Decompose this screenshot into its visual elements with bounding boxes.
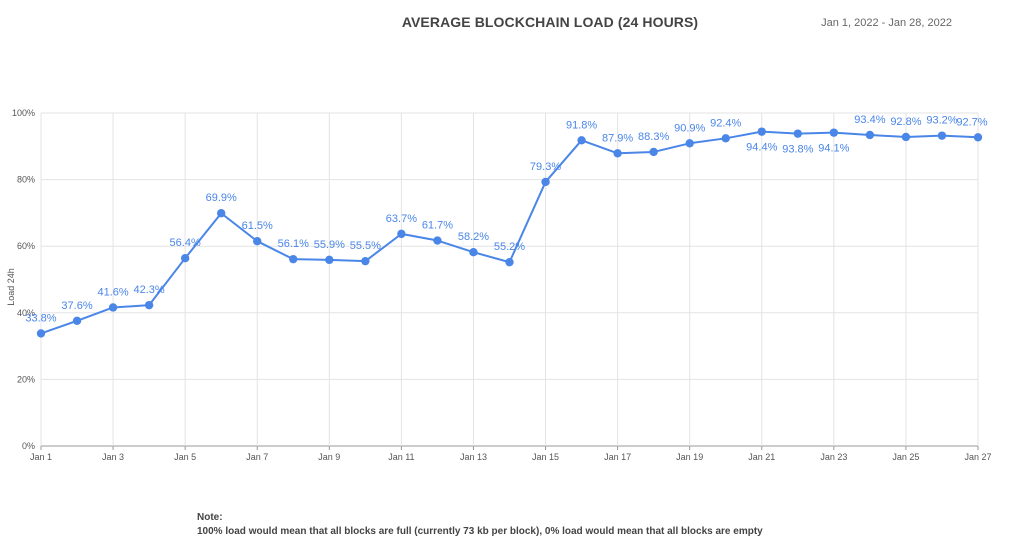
data-label: 79.3% <box>530 161 561 173</box>
data-point <box>144 300 154 310</box>
data-label: 93.2% <box>926 115 957 127</box>
data-label: 61.7% <box>422 220 453 232</box>
data-point <box>253 237 262 246</box>
x-tick-label: Jan 9 <box>318 452 340 462</box>
x-tick-label: Jan 27 <box>964 452 991 462</box>
note-heading: Note: <box>197 512 223 523</box>
data-point <box>72 316 82 325</box>
data-point <box>180 253 190 263</box>
data-label: 42.3% <box>134 284 165 296</box>
data-point <box>36 329 46 338</box>
x-tick-label: Jan 3 <box>102 452 124 462</box>
data-point <box>649 147 658 157</box>
y-tick-label: 100% <box>12 108 35 118</box>
x-tick-label: Jan 25 <box>892 452 919 462</box>
data-label: 93.8% <box>782 144 813 156</box>
data-point <box>721 134 730 143</box>
data-point <box>757 127 766 136</box>
data-point <box>397 229 406 239</box>
data-label: 87.9% <box>602 132 633 144</box>
data-point <box>541 177 550 187</box>
series-line <box>40 130 979 335</box>
line-chart: 0% 20% 40% 60% 80% 100% Jan 1 Jan 3 Jan 5 Jan 7 Ja… <box>12 108 992 462</box>
data-label: 94.1% <box>818 143 849 155</box>
data-label: 56.4% <box>170 237 201 249</box>
data-label: 55.2% <box>494 241 525 253</box>
y-tick-label: 0% <box>22 441 35 451</box>
data-point <box>216 209 226 218</box>
y-tick-label: 60% <box>17 241 35 251</box>
data-label: 33.8% <box>25 312 56 324</box>
data-label: 92.4% <box>710 117 741 129</box>
data-label: 56.1% <box>278 238 309 250</box>
data-point <box>289 254 298 264</box>
data-point <box>685 139 694 148</box>
data-point <box>793 129 803 138</box>
data-point <box>901 132 911 142</box>
data-point <box>829 128 839 137</box>
x-tick-label: Jan 19 <box>676 452 703 462</box>
data-point <box>108 303 118 312</box>
x-tick-label: Jan 7 <box>246 452 268 462</box>
data-label: 61.5% <box>242 220 273 232</box>
data-point <box>577 136 586 145</box>
data-label: 91.8% <box>566 119 597 131</box>
x-tick-label: Jan 23 <box>820 452 847 462</box>
date-range: Jan 1, 2022 - Jan 28, 2022 <box>821 17 952 29</box>
data-label: 90.9% <box>674 122 705 134</box>
data-label: 37.6% <box>61 300 92 312</box>
data-label: 88.3% <box>638 131 669 143</box>
data-point <box>973 133 983 142</box>
x-tick-label: Jan 13 <box>460 452 487 462</box>
data-label: 92.8% <box>890 116 921 128</box>
data-label: 93.4% <box>854 114 885 126</box>
x-tick-label: Jan 17 <box>604 452 631 462</box>
data-label: 69.9% <box>206 192 237 204</box>
data-point <box>937 131 947 140</box>
data-label: 63.7% <box>386 213 417 225</box>
x-tick-label: Jan 5 <box>174 452 196 462</box>
data-point <box>613 149 622 158</box>
data-point <box>505 257 514 267</box>
data-point <box>433 236 442 245</box>
x-tick-label: Jan 15 <box>532 452 559 462</box>
y-tick-label: 80% <box>17 175 35 185</box>
y-tick-label: 20% <box>17 374 35 384</box>
data-label: 94.4% <box>746 142 777 154</box>
data-label: 92.7% <box>956 116 987 128</box>
data-label: 41.6% <box>97 286 128 298</box>
note-text: 100% load would mean that all blocks are… <box>197 526 763 537</box>
x-tick-label: Jan 1 <box>30 452 52 462</box>
data-point <box>361 256 370 266</box>
data-label: 58.2% <box>458 231 489 243</box>
data-point <box>325 255 334 265</box>
chart-title: AVERAGE BLOCKCHAIN LOAD (24 HOURS) <box>401 14 699 30</box>
data-point <box>469 247 478 257</box>
x-tick-label: Jan 21 <box>748 452 775 462</box>
y-tick-label: 40% <box>17 308 35 318</box>
data-label: 55.5% <box>350 240 381 252</box>
data-label: 55.9% <box>314 239 345 251</box>
note-block: Note: 100% load would mean that all bloc… <box>197 511 763 539</box>
data-point <box>865 130 875 140</box>
x-tick-label: Jan 11 <box>388 452 414 462</box>
